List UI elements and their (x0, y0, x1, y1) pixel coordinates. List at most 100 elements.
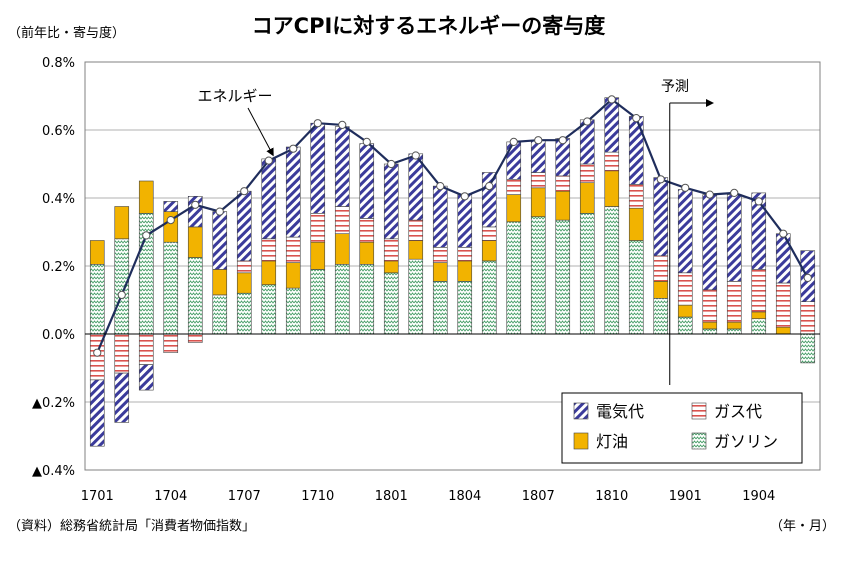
bar-segment (604, 97, 620, 153)
energy-point (754, 197, 763, 206)
bar-segment (653, 177, 669, 257)
bar-segment (334, 206, 350, 235)
x-tick-label: 1801 (375, 489, 408, 504)
bar-segment (481, 260, 497, 335)
bar-segment (530, 172, 546, 189)
energy-point (142, 231, 151, 240)
bar-segment (261, 238, 277, 262)
legend-swatch (691, 432, 707, 450)
bar-segment (89, 263, 105, 335)
bar-segment (677, 316, 693, 335)
bar-segment (163, 241, 179, 335)
energy-point (705, 190, 714, 199)
bar-segment (310, 213, 326, 243)
bar-segment (359, 143, 375, 219)
bar-segment (555, 190, 571, 221)
source-note: （資料）総務省統計局「消費者物価指数」 (8, 519, 256, 534)
energy-point (681, 183, 690, 192)
bar-segment (432, 185, 448, 248)
y-tick-label: ▲0.4% (32, 464, 75, 479)
bar-segment (261, 284, 277, 335)
bar-segment (138, 364, 154, 391)
bar-segment (285, 236, 301, 263)
bar-segment (359, 218, 375, 243)
bar-segment (481, 226, 497, 241)
bar-segment (212, 269, 228, 296)
legend-box (561, 392, 803, 464)
bar-segment (187, 226, 203, 258)
bar-segment (163, 201, 179, 212)
energy-point (166, 216, 175, 225)
energy-point (607, 95, 616, 104)
energy-annotation: エネルギー (197, 87, 272, 105)
bar-segment (310, 269, 326, 335)
energy-point (485, 182, 494, 191)
bar-segment (604, 151, 620, 172)
bar-segment (285, 262, 301, 289)
bar-segment (751, 311, 767, 319)
energy-point (240, 187, 249, 196)
legend-label: ガソリン (714, 432, 778, 451)
bar-segment (408, 240, 424, 260)
bar-segment (138, 180, 154, 214)
bar-segment (506, 221, 522, 335)
energy-point (93, 348, 102, 357)
bar-segment (775, 326, 791, 335)
y-tick-label: ▲0.2% (32, 396, 75, 411)
unit-label: （前年比・寄与度） (8, 26, 126, 41)
bar-segment (677, 189, 693, 274)
bar-segment (702, 328, 718, 335)
bar-segment (579, 182, 595, 214)
y-tick-label: 0.0% (42, 328, 75, 343)
x-tick-label: 1807 (522, 489, 555, 504)
energy-line (96, 97, 809, 354)
bar-segment (726, 280, 742, 323)
bar-segment (432, 247, 448, 263)
bar-segment (457, 260, 473, 282)
bar-segment (555, 175, 571, 192)
legend-swatch (691, 402, 707, 420)
bar-segment (383, 163, 399, 240)
energy-point (534, 136, 543, 145)
bar-segment (236, 292, 252, 335)
bar-segment (383, 260, 399, 274)
bar-segment (506, 179, 522, 195)
bar-segment (114, 372, 130, 423)
bar-segment (628, 207, 644, 241)
bar-segment (751, 318, 767, 335)
legend-swatch (573, 432, 589, 450)
bar-segment (481, 172, 497, 228)
energy-point (313, 119, 322, 128)
bar-segment (408, 219, 424, 241)
energy-point (779, 229, 788, 238)
energy-point (509, 137, 518, 146)
bar-segment (677, 272, 693, 306)
bar-segment (212, 211, 228, 270)
y-tick-label: 0.4% (42, 192, 75, 207)
energy-point (730, 188, 739, 197)
energy-point (215, 207, 224, 216)
bar-segment (310, 122, 326, 214)
bar-segment (751, 269, 767, 313)
bar-segment (775, 282, 791, 328)
bar-segment (702, 194, 718, 291)
bar-segment (800, 333, 816, 364)
bar-segment (457, 194, 473, 248)
bar-segment (114, 238, 130, 335)
bar-segment (285, 287, 301, 335)
bar-segment (751, 192, 767, 270)
energy-point (632, 114, 641, 123)
energy-point (583, 117, 592, 126)
chart-title: コアCPIに対するエネルギーの寄与度 (251, 14, 606, 38)
legend-label: ガス代 (714, 402, 762, 421)
bar-segment (236, 190, 252, 262)
bar-segment (653, 255, 669, 282)
bar-segment (604, 206, 620, 335)
bar-segment (359, 263, 375, 335)
y-tick-label: 0.6% (42, 124, 75, 139)
energy-point (338, 120, 347, 130)
x-unit-label: （年・月） (770, 519, 836, 534)
bar-segment (408, 258, 424, 335)
bar-segment (310, 241, 326, 270)
